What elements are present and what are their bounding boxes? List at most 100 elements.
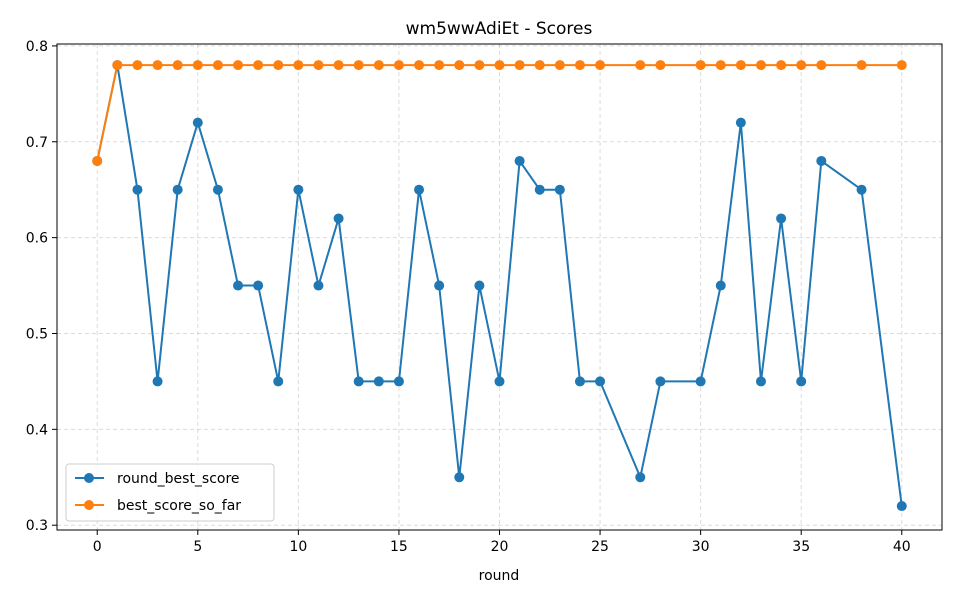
data-point-round-best-score bbox=[393, 376, 404, 387]
data-point-round-best-score bbox=[434, 280, 445, 291]
data-point-round-best-score bbox=[313, 280, 324, 291]
data-point-best-score-so-far bbox=[776, 60, 787, 71]
data-point-best-score-so-far bbox=[233, 60, 244, 71]
data-point-best-score-so-far bbox=[313, 60, 324, 71]
data-point-round-best-score bbox=[454, 472, 465, 483]
data-point-best-score-so-far bbox=[293, 60, 304, 71]
data-point-best-score-so-far bbox=[715, 60, 726, 71]
data-point-round-best-score bbox=[635, 472, 646, 483]
data-point-round-best-score bbox=[715, 280, 726, 291]
data-point-best-score-so-far bbox=[253, 60, 264, 71]
data-point-best-score-so-far bbox=[735, 60, 746, 71]
legend-label-best-score-so-far: best_score_so_far bbox=[117, 498, 241, 514]
data-point-best-score-so-far bbox=[595, 60, 606, 71]
x-tick-label: 15 bbox=[390, 539, 408, 555]
chart-title: wm5wwAdiEt - Scores bbox=[406, 19, 593, 39]
data-point-best-score-so-far bbox=[454, 60, 465, 71]
data-point-best-score-so-far bbox=[635, 60, 646, 71]
data-point-best-score-so-far bbox=[112, 60, 123, 71]
data-point-best-score-so-far bbox=[514, 60, 525, 71]
data-point-best-score-so-far bbox=[695, 60, 706, 71]
data-point-round-best-score bbox=[534, 184, 545, 195]
data-point-best-score-so-far bbox=[92, 155, 103, 166]
data-point-round-best-score bbox=[172, 184, 183, 195]
axes: 0 5 10 15 20 25 30 35 40 0.3 0.4 0.5 0.6 0.7 0.8 bbox=[26, 39, 911, 555]
data-point-round-best-score bbox=[554, 184, 565, 195]
grid-lines bbox=[57, 44, 942, 530]
data-point-round-best-score bbox=[494, 376, 505, 387]
data-point-round-best-score bbox=[735, 117, 746, 128]
x-axis-label: round bbox=[479, 568, 520, 584]
data-point-round-best-score bbox=[353, 376, 364, 387]
data-point-best-score-so-far bbox=[655, 60, 666, 71]
x-tick-label: 5 bbox=[193, 539, 202, 555]
data-point-best-score-so-far bbox=[212, 60, 223, 71]
plot-series bbox=[92, 60, 907, 512]
data-point-best-score-so-far bbox=[554, 60, 565, 71]
data-point-round-best-score bbox=[514, 155, 525, 166]
data-point-best-score-so-far bbox=[132, 60, 143, 71]
x-tick-label: 25 bbox=[591, 539, 609, 555]
data-point-best-score-so-far bbox=[333, 60, 344, 71]
data-point-best-score-so-far bbox=[273, 60, 284, 71]
data-point-round-best-score bbox=[333, 213, 344, 224]
data-point-best-score-so-far bbox=[474, 60, 485, 71]
y-tick-label: 0.8 bbox=[26, 39, 48, 55]
data-point-round-best-score bbox=[212, 184, 223, 195]
y-tick-label: 0.4 bbox=[26, 422, 48, 438]
data-point-best-score-so-far bbox=[816, 60, 827, 71]
data-point-best-score-so-far bbox=[534, 60, 545, 71]
data-point-round-best-score bbox=[796, 376, 807, 387]
data-point-round-best-score bbox=[776, 213, 787, 224]
x-tick-label: 40 bbox=[893, 539, 911, 555]
data-point-best-score-so-far bbox=[414, 60, 425, 71]
series-best-score-so-far bbox=[92, 60, 907, 166]
data-point-best-score-so-far bbox=[796, 60, 807, 71]
data-point-round-best-score bbox=[152, 376, 163, 387]
data-point-round-best-score bbox=[755, 376, 766, 387]
data-point-round-best-score bbox=[132, 184, 143, 195]
data-point-round-best-score bbox=[595, 376, 606, 387]
data-point-round-best-score bbox=[293, 184, 304, 195]
legend-box bbox=[65, 463, 275, 522]
data-point-best-score-so-far bbox=[574, 60, 585, 71]
data-point-round-best-score bbox=[474, 280, 485, 291]
data-point-best-score-so-far bbox=[896, 60, 907, 71]
data-point-round-best-score bbox=[373, 376, 384, 387]
data-point-round-best-score bbox=[655, 376, 666, 387]
data-point-best-score-so-far bbox=[755, 60, 766, 71]
x-tick-label: 35 bbox=[792, 539, 810, 555]
data-point-best-score-so-far bbox=[856, 60, 867, 71]
data-point-best-score-so-far bbox=[172, 60, 183, 71]
y-tick-label: 0.6 bbox=[26, 231, 48, 247]
data-point-round-best-score bbox=[414, 184, 425, 195]
y-tick-label: 0.7 bbox=[26, 135, 48, 151]
legend-marker-round-best-score bbox=[84, 473, 94, 483]
data-point-round-best-score bbox=[816, 155, 827, 166]
data-point-best-score-so-far bbox=[434, 60, 445, 71]
x-tick-label: 20 bbox=[491, 539, 509, 555]
legend-label-round-best-score: round_best_score bbox=[117, 471, 240, 487]
data-point-round-best-score bbox=[574, 376, 585, 387]
y-tick-label: 0.5 bbox=[26, 326, 48, 342]
data-point-round-best-score bbox=[856, 184, 867, 195]
data-point-round-best-score bbox=[896, 501, 907, 512]
data-point-round-best-score bbox=[695, 376, 706, 387]
data-point-round-best-score bbox=[192, 117, 203, 128]
x-tick-label: 0 bbox=[93, 539, 102, 555]
data-point-round-best-score bbox=[253, 280, 264, 291]
x-tick-label: 30 bbox=[692, 539, 710, 555]
data-point-round-best-score bbox=[233, 280, 244, 291]
data-point-best-score-so-far bbox=[393, 60, 404, 71]
data-point-best-score-so-far bbox=[192, 60, 203, 71]
data-point-best-score-so-far bbox=[494, 60, 505, 71]
legend-marker-best-score-so-far bbox=[84, 500, 94, 510]
data-point-round-best-score bbox=[273, 376, 284, 387]
data-point-best-score-so-far bbox=[353, 60, 364, 71]
x-tick-label: 10 bbox=[289, 539, 307, 555]
y-tick-label: 0.3 bbox=[26, 518, 48, 534]
legend: round_best_score best_score_so_far bbox=[65, 463, 275, 522]
data-point-best-score-so-far bbox=[152, 60, 163, 71]
